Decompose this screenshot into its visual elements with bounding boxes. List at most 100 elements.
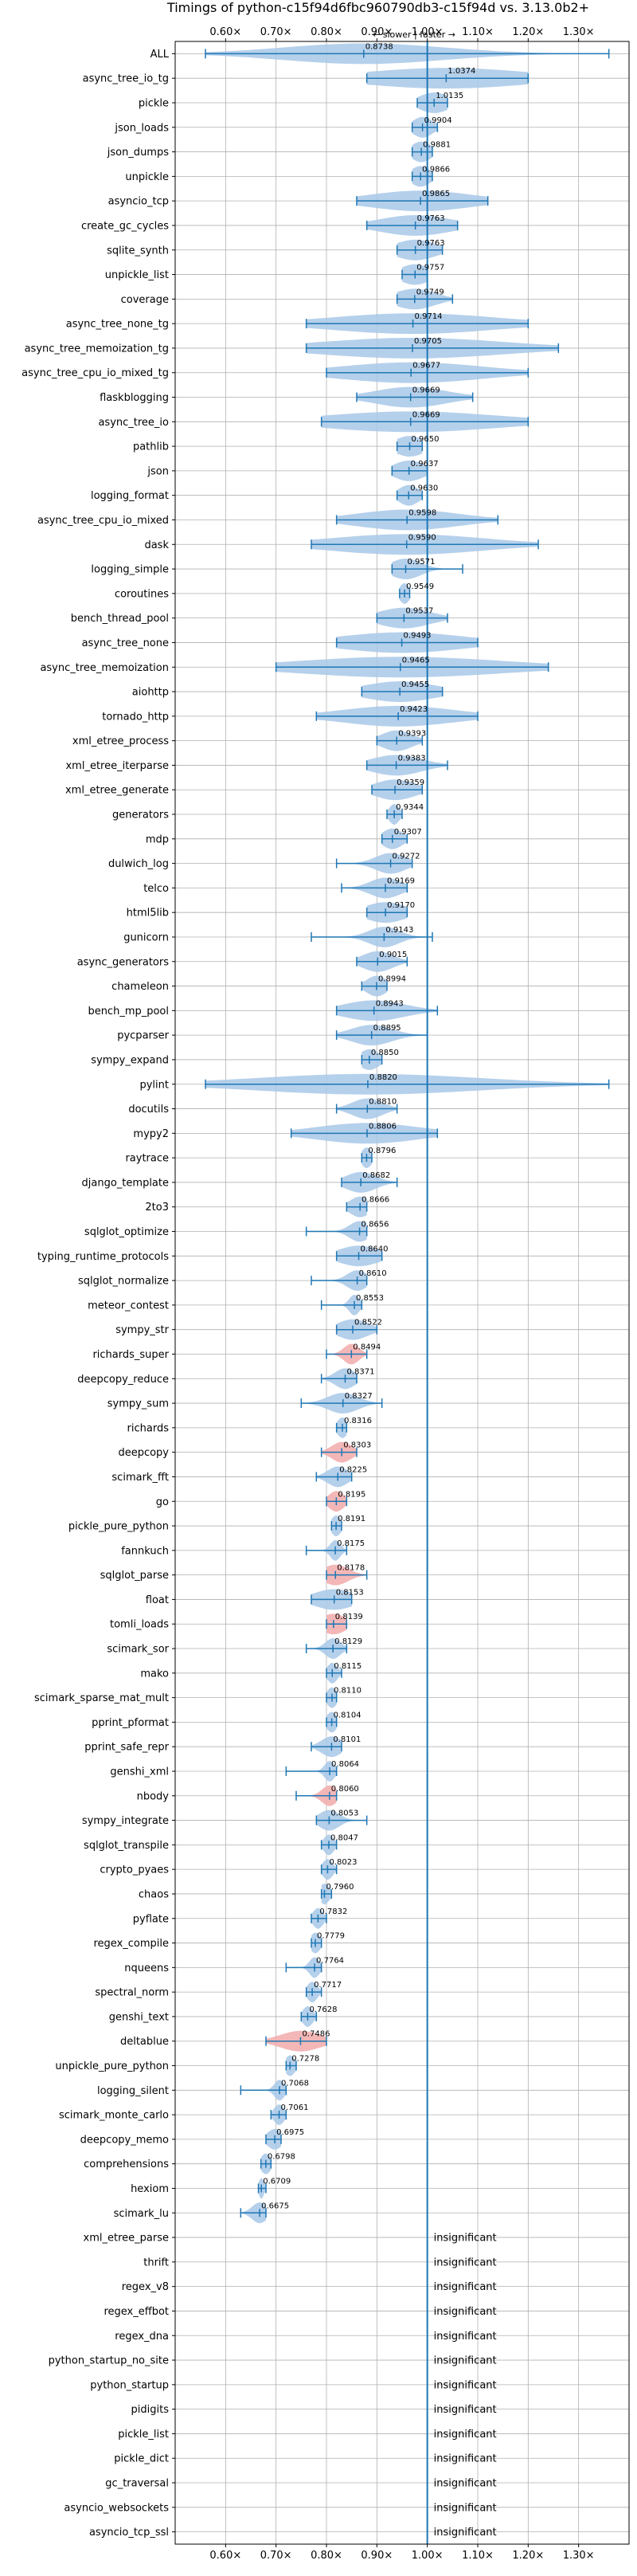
benchmark-label: meteor_contest <box>88 1300 169 1312</box>
value-label: 0.8327 <box>345 1392 373 1401</box>
value-label: 0.8191 <box>338 1515 365 1523</box>
value-label: 0.9866 <box>422 165 450 174</box>
benchmark-label: async_tree_cpu_io_mixed_tg <box>21 367 169 379</box>
benchmark-label: raytrace <box>125 1153 169 1165</box>
benchmark-label: unpickle_list <box>105 269 169 281</box>
insignificant-label: insignificant <box>434 2355 497 2367</box>
insignificant-label: insignificant <box>434 2256 497 2268</box>
insignificant-label: insignificant <box>434 2404 497 2416</box>
value-label: 0.9677 <box>412 362 440 371</box>
benchmark-label: json_loads <box>114 122 169 134</box>
benchmark-label: xml_etree_process <box>72 735 169 747</box>
x-tick-label-bottom: 1.10× <box>462 2550 494 2562</box>
benchmark-label: deepcopy_memo <box>80 2134 169 2146</box>
chart-title: Timings of python-c15f94d6fbc960790db3-c… <box>166 0 589 15</box>
value-label: 0.9493 <box>404 631 432 640</box>
value-label: 0.9423 <box>400 705 428 714</box>
benchmark-label: crypto_pyaes <box>100 1864 169 1876</box>
benchmark-label: asyncio_tcp <box>108 196 169 208</box>
benchmark-label: xml_etree_generate <box>65 785 169 797</box>
benchmark-label: pickle_pure_python <box>68 1521 169 1533</box>
value-label: 0.9763 <box>417 214 445 223</box>
value-label: 0.7628 <box>309 2006 337 2014</box>
value-label: 0.8656 <box>361 1221 389 1229</box>
insignificant-label: insignificant <box>434 2527 497 2539</box>
value-label: 0.8850 <box>371 1049 399 1057</box>
benchmark-label: gc_traversal <box>105 2478 169 2490</box>
value-label: 0.8371 <box>346 1367 374 1376</box>
benchmark-label: typing_runtime_protocols <box>37 1251 169 1263</box>
benchmark-label: hexiom <box>131 2183 169 2195</box>
violin-layer <box>205 41 610 2544</box>
value-label: 0.9705 <box>414 337 442 346</box>
value-label: 0.8104 <box>334 1711 361 1719</box>
benchmark-label: generators <box>112 810 169 821</box>
benchmark-label: json_dumps <box>107 147 169 159</box>
value-label: 0.8178 <box>337 1564 365 1573</box>
benchmark-label: pylint <box>139 1079 169 1091</box>
benchmark-label: aiohttp <box>132 687 169 699</box>
value-label: 0.9549 <box>406 582 434 591</box>
value-label: 0.7061 <box>281 2104 309 2112</box>
benchmark-label: coroutines <box>115 588 169 600</box>
x-tick-label-top: 0.60× <box>209 26 241 38</box>
benchmark-label: logging_simple <box>91 564 169 576</box>
benchmark-label: pickle <box>139 97 169 109</box>
benchmark-label: coverage <box>121 294 169 306</box>
insignificant-label: insignificant <box>434 2331 497 2343</box>
value-label: 0.8139 <box>335 1613 363 1621</box>
benchmark-label: pycparser <box>117 1030 169 1042</box>
value-label: 0.9015 <box>379 951 407 959</box>
value-label: 0.8610 <box>359 1269 387 1278</box>
value-label: 0.9714 <box>415 312 443 321</box>
benchmark-label: thrift <box>143 2256 169 2268</box>
benchmark-label: tomli_loads <box>110 1619 169 1631</box>
insignificant-label: insignificant <box>434 2233 497 2245</box>
benchmark-label: genshi_text <box>109 2011 169 2023</box>
value-label: 0.6709 <box>263 2177 291 2186</box>
benchmark-label: sqlglot_transpile <box>84 1840 169 1852</box>
benchmark-label: regex_compile <box>93 1938 169 1950</box>
value-label: 0.9455 <box>401 680 429 689</box>
benchmark-label: scimark_monte_carlo <box>59 2110 169 2122</box>
benchmark-label: sqlglot_optimize <box>84 1226 169 1238</box>
value-label: 0.9598 <box>408 508 436 517</box>
value-label: 0.8810 <box>369 1098 397 1107</box>
value-label: 0.8053 <box>330 1809 358 1818</box>
benchmark-label: async_tree_io_tg <box>83 73 169 85</box>
value-label: 0.8064 <box>331 1760 359 1769</box>
x-tick-label-top: 0.70× <box>260 26 292 38</box>
benchmark-label: mdp <box>146 833 169 845</box>
value-label: 0.8129 <box>334 1637 362 1646</box>
value-label: 0.6675 <box>261 2202 289 2210</box>
benchmark-label: html5lib <box>127 908 169 919</box>
benchmark-label: 2to3 <box>145 1202 169 1214</box>
value-label: 0.7486 <box>302 2030 330 2039</box>
value-label: 0.8895 <box>373 1024 401 1033</box>
benchmark-label: comprehensions <box>84 2158 169 2170</box>
value-label: 0.9170 <box>387 901 415 910</box>
benchmark-label: pickle_dict <box>114 2453 169 2465</box>
value-label: 0.7832 <box>319 1907 347 1916</box>
benchmark-label: sympy_expand <box>91 1054 169 1066</box>
insignificant-label: insignificant <box>434 2281 497 2293</box>
benchmark-label: django_template <box>82 1177 169 1189</box>
benchmark-label: chaos <box>139 1888 169 1900</box>
benchmark-label: richards <box>127 1422 170 1434</box>
benchmark-label: chameleon <box>111 981 169 993</box>
benchmark-label: xml_etree_parse <box>84 2233 169 2245</box>
benchmark-label: tornado_http <box>102 711 169 723</box>
value-label: 1.0374 <box>447 67 475 76</box>
benchmark-label: logging_format <box>91 490 169 502</box>
value-label: 0.9749 <box>416 288 444 296</box>
value-label: 0.8522 <box>354 1319 382 1327</box>
value-label: 0.7779 <box>317 1932 345 1941</box>
value-label: 0.9383 <box>398 754 426 763</box>
value-label: 0.9757 <box>416 264 444 272</box>
value-label: 0.8640 <box>361 1245 389 1253</box>
benchmark-label: scimark_fft <box>111 1472 169 1484</box>
benchmark-label: spectral_norm <box>95 1987 169 1999</box>
